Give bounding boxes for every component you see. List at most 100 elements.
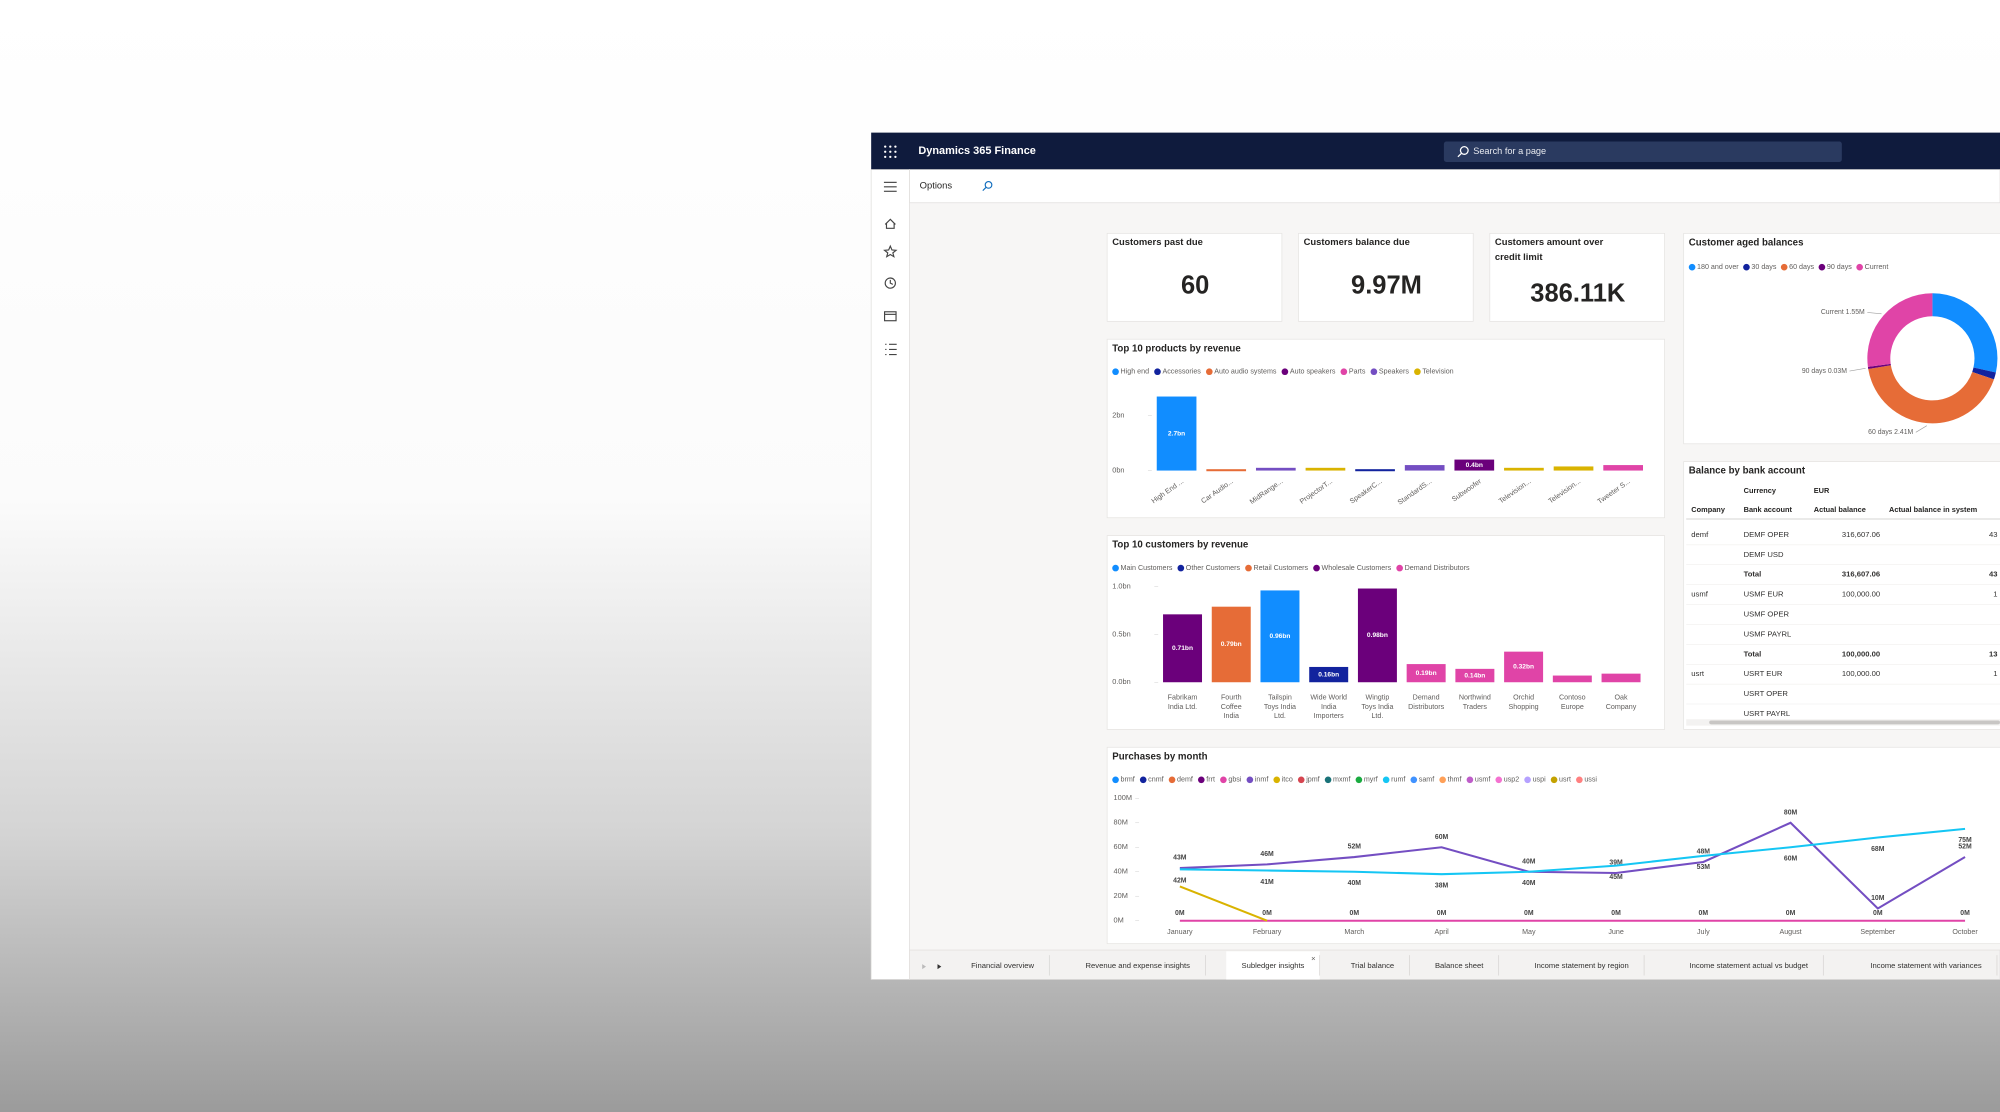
bar <box>1211 606 1251 683</box>
legend-swatch <box>1197 776 1205 784</box>
legend-label: Parts <box>1349 368 1366 376</box>
bar <box>1455 668 1495 683</box>
table-cell: USRT EUR <box>1744 669 1783 678</box>
legend-label: gbsi <box>1228 776 1241 784</box>
data-label: Current 1.55M <box>1821 309 1865 316</box>
data-label: 0.16bn <box>1318 671 1339 678</box>
bar <box>1552 675 1592 683</box>
legend-label: ussi <box>1584 776 1597 784</box>
donut-slice <box>1972 367 1996 380</box>
y-tick-label: 1.0bn <box>1112 582 1130 591</box>
legend-swatch <box>1414 368 1421 376</box>
data-label: 41M <box>1260 879 1274 886</box>
legend-label: Auto audio systems <box>1214 368 1277 376</box>
bar <box>1309 666 1349 683</box>
tab-close-icon: × <box>1311 954 1315 963</box>
data-label: 40M <box>1522 858 1536 865</box>
legend-swatch <box>1340 368 1348 376</box>
table-cell: USRT PAYRL <box>1744 709 1791 718</box>
legend-label: thmf <box>1448 776 1462 784</box>
chart-title: Customer aged balances <box>1689 237 1804 248</box>
tab-bar <box>909 949 2000 980</box>
tab[interactable]: Income statement with variances <box>1870 961 1981 970</box>
table-cell: 1 <box>1993 590 1997 599</box>
x-tick-label: Fourth Coffee India <box>1221 693 1242 720</box>
x-tick-label: October <box>1952 928 1978 936</box>
nav-icons[interactable] <box>883 181 898 356</box>
tab[interactable]: Subledger insights <box>1242 961 1305 970</box>
search-icon <box>1457 146 1469 158</box>
data-label: 53M <box>1697 864 1711 871</box>
data-label: 0M <box>1350 910 1360 917</box>
data-label: 60M <box>1784 856 1798 863</box>
table-cell: 43 <box>1989 530 1998 539</box>
legend-swatch <box>1818 263 1826 271</box>
column-header: Bank account <box>1744 505 1793 514</box>
legend-swatch <box>1396 564 1403 572</box>
tab[interactable]: Balance sheet <box>1435 961 1484 970</box>
tab[interactable]: Trial balance <box>1351 961 1394 970</box>
tab[interactable]: Income statement actual vs budget <box>1689 961 1808 970</box>
table-cell: 316,607.06 <box>1842 530 1880 539</box>
data-label: 0.98bn <box>1367 632 1388 639</box>
tab-scroll[interactable] <box>922 964 942 970</box>
chart-title: Purchases by month <box>1112 751 1207 762</box>
table-cell: Total <box>1744 570 1762 579</box>
x-tick-label: Wide World India Importers <box>1310 693 1347 720</box>
data-label: 0M <box>1524 910 1534 917</box>
legend-label: Auto speakers <box>1290 368 1336 376</box>
tab[interactable]: Revenue and expense insights <box>1085 961 1190 970</box>
search-placeholder: Search for a page <box>1473 146 1546 156</box>
data-label: 40M <box>1522 880 1536 887</box>
legend-swatch <box>1220 776 1227 784</box>
donut-slice <box>1867 363 1891 370</box>
legend-swatch <box>1688 263 1696 271</box>
y-tick-label: 0.5bn <box>1112 629 1130 638</box>
table-cell: DEMF OPER <box>1744 530 1790 539</box>
data-label: 60M <box>1435 834 1449 841</box>
options-search-icon[interactable] <box>982 181 993 192</box>
column-header: Actual balance in system <box>1889 505 1978 514</box>
data-label: 52M <box>1958 844 1972 851</box>
legend-label: usrt <box>1559 776 1571 784</box>
chart-title: Top 10 customers by revenue <box>1112 540 1249 551</box>
y-tick-label: 80M <box>1114 818 1128 827</box>
donut-slice <box>1932 293 1998 373</box>
table-cell: 1 <box>1993 669 1997 678</box>
legend-label: Current <box>1865 263 1889 271</box>
table-cell: usmf <box>1691 590 1708 599</box>
data-label: 46M <box>1260 851 1274 858</box>
tab[interactable]: Financial overview <box>971 961 1034 970</box>
data-label: 0M <box>1611 910 1621 917</box>
legend-label: itco <box>1282 776 1293 784</box>
data-label: 68M <box>1871 846 1885 853</box>
legend-label: Demand Distributors <box>1405 564 1470 572</box>
legend-label: frrt <box>1206 776 1215 784</box>
table-cell: USMF OPER <box>1744 610 1790 619</box>
data-label: 2.7bn <box>1168 430 1185 437</box>
options-label: Options <box>920 180 953 191</box>
app-launcher[interactable] <box>884 145 897 159</box>
data-label: 52M <box>1348 844 1362 851</box>
legend-swatch <box>1370 368 1378 376</box>
data-label: 80M <box>1784 809 1798 816</box>
data-label: 75M <box>1958 837 1972 844</box>
y-tick-label: 2bn <box>1112 411 1124 420</box>
legend-label: Accessories <box>1162 368 1201 376</box>
bar <box>1206 469 1247 472</box>
legend-label: usp2 <box>1504 776 1519 784</box>
x-tick-label: Fabrikam India Ltd. <box>1168 693 1198 710</box>
data-label: 0M <box>1873 910 1883 917</box>
legend-swatch <box>1112 368 1119 376</box>
legend-label: usmf <box>1475 776 1490 784</box>
tab[interactable]: Income statement by region <box>1534 961 1628 970</box>
y-tick-label: 20M <box>1114 891 1128 900</box>
search-box[interactable] <box>1443 141 1842 162</box>
table-title: Balance by bank account <box>1689 466 1806 477</box>
legend-swatch <box>1154 368 1161 376</box>
table-cell: USMF PAYRL <box>1744 629 1792 638</box>
legend-label: Main Customers <box>1121 564 1173 572</box>
legend-label: Speakers <box>1379 368 1410 376</box>
